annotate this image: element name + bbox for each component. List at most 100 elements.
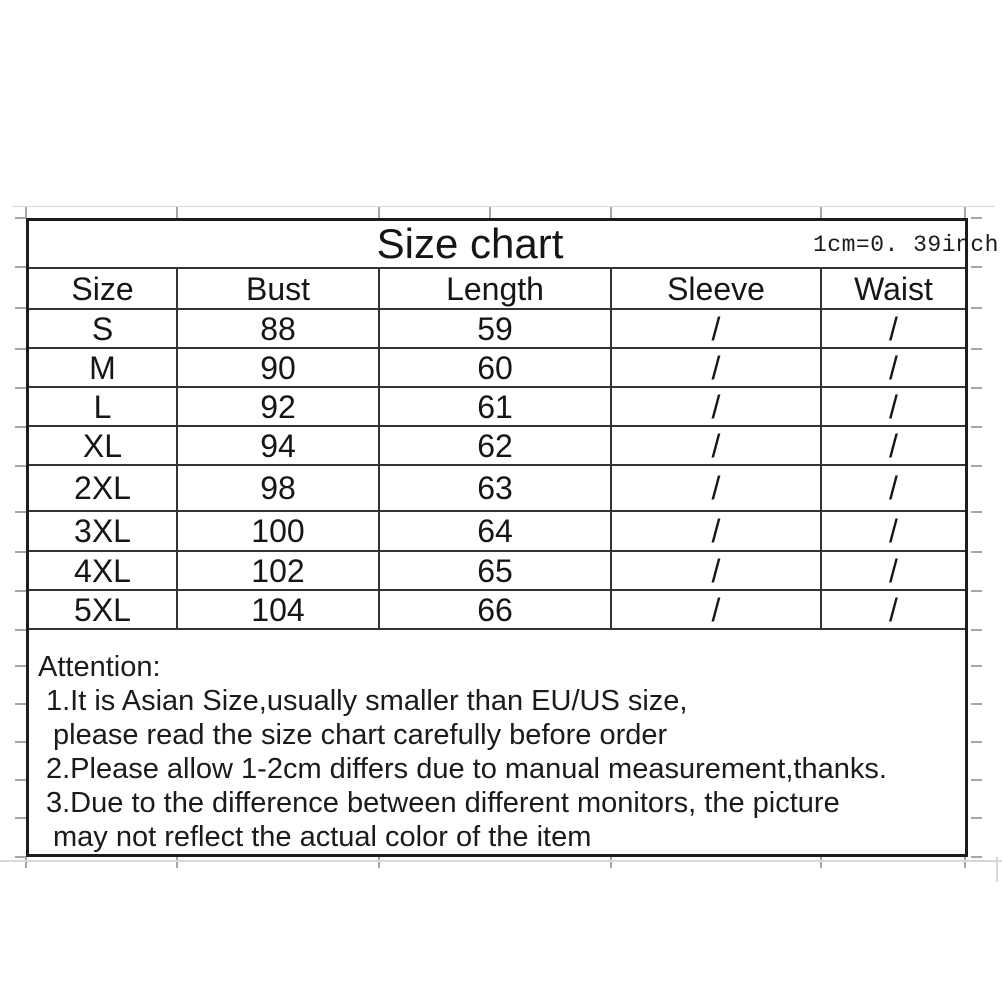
gridline-tick (15, 856, 26, 858)
attention-line-1b: please read the size chart carefully bef… (53, 719, 668, 751)
table-cell: / (822, 310, 965, 347)
gridline-tick (971, 703, 982, 705)
column-header-sleeve: Sleeve (612, 269, 820, 308)
gridline-tick (971, 348, 982, 350)
gridline-tick (176, 857, 178, 868)
table-cell: / (612, 512, 820, 550)
gridline-tick (15, 629, 26, 631)
gridline-tick (12, 206, 995, 207)
gridline-tick (15, 741, 26, 743)
gridline-tick (610, 206, 612, 218)
gridline-tick (971, 665, 982, 667)
table-cell: / (612, 349, 820, 386)
table-cell: 60 (380, 349, 610, 386)
table-cell: / (612, 388, 820, 425)
table-cell: / (822, 552, 965, 589)
attention-line-1: 1.It is Asian Size,usually smaller than … (46, 685, 688, 717)
table-cell: / (822, 591, 965, 628)
gridline-tick (971, 551, 982, 553)
gridline-tick (15, 266, 26, 268)
table-cell: 102 (178, 552, 378, 589)
gridline-tick (971, 511, 982, 513)
table-cell: 100 (178, 512, 378, 550)
attention-notes: Attention: 1.It is Asian Size,usually sm… (29, 630, 965, 854)
gridline-tick (971, 856, 982, 858)
table-cell: 65 (380, 552, 610, 589)
title-row: Size chart 1cm=0. 39inch (29, 220, 998, 267)
gridline-tick (971, 629, 982, 631)
table-cell: 64 (380, 512, 610, 550)
table-cell: / (822, 388, 965, 425)
gridline-tick (15, 387, 26, 389)
attention-line-2: 2.Please allow 1-2cm differs due to manu… (46, 753, 887, 785)
size-chart-table: Size chart 1cm=0. 39inch Size Bust Lengt… (26, 218, 998, 857)
gridline-tick (0, 860, 1002, 862)
gridline-tick (489, 206, 491, 218)
table-cell: XL (29, 427, 176, 464)
gridline-tick (15, 348, 26, 350)
table-cell: / (822, 349, 965, 386)
gridline-tick (964, 206, 966, 218)
page-title: Size chart (376, 220, 564, 267)
table-cell: 61 (380, 388, 610, 425)
gridline-tick (820, 857, 822, 868)
gridline-tick (15, 465, 26, 467)
table-cell: 3XL (29, 512, 176, 550)
gridline-tick (15, 551, 26, 553)
gridline-tick (15, 217, 26, 219)
gridline-tick (378, 857, 380, 868)
table-cell: 4XL (29, 552, 176, 589)
table-cell: 59 (380, 310, 610, 347)
gridline-tick (15, 511, 26, 513)
table-cell: 98 (178, 466, 378, 510)
gridline-tick (971, 266, 982, 268)
table-cell: / (822, 427, 965, 464)
table-cell: 104 (178, 591, 378, 628)
gridline-tick (820, 206, 822, 218)
table-cell: 90 (178, 349, 378, 386)
gridline-tick (971, 465, 982, 467)
column-header-size: Size (29, 269, 176, 308)
table-cell: 5XL (29, 591, 176, 628)
column-header-waist: Waist (822, 269, 965, 308)
gridline-tick (15, 590, 26, 592)
gridline-tick (610, 857, 612, 868)
attention-line-3: 3.Due to the difference between differen… (46, 787, 840, 819)
attention-line-3b: may not reflect the actual color of the … (53, 821, 592, 853)
table-cell: L (29, 388, 176, 425)
gridline-tick (15, 307, 26, 309)
gridline-tick (25, 206, 27, 218)
gridline-tick (971, 426, 982, 428)
table-cell: / (612, 466, 820, 510)
column-header-bust: Bust (178, 269, 378, 308)
gridline-tick (971, 817, 982, 819)
table-cell: 66 (380, 591, 610, 628)
table-cell: S (29, 310, 176, 347)
column-header-length: Length (380, 269, 610, 308)
gridline-tick (378, 206, 380, 218)
gridline-tick (176, 206, 178, 218)
table-cell: / (822, 466, 965, 510)
gridline-tick (25, 857, 27, 868)
table-cell: M (29, 349, 176, 386)
table-cell: / (612, 427, 820, 464)
gridline-tick (971, 741, 982, 743)
table-cell: 62 (380, 427, 610, 464)
gridline-tick (971, 779, 982, 781)
gridline-tick (971, 217, 982, 219)
table-cell: 92 (178, 388, 378, 425)
gridline-tick (15, 426, 26, 428)
gridline-tick (996, 857, 998, 882)
table-cell: / (612, 310, 820, 347)
gridline-tick (15, 779, 26, 781)
unit-conversion-note: 1cm=0. 39inch (813, 232, 999, 258)
table-cell: / (612, 591, 820, 628)
table-cell: 88 (178, 310, 378, 347)
gridline-tick (15, 817, 26, 819)
gridline-tick (971, 590, 982, 592)
table-cell: 63 (380, 466, 610, 510)
table-cell: / (822, 512, 965, 550)
table-cell: / (612, 552, 820, 589)
gridline-tick (15, 703, 26, 705)
